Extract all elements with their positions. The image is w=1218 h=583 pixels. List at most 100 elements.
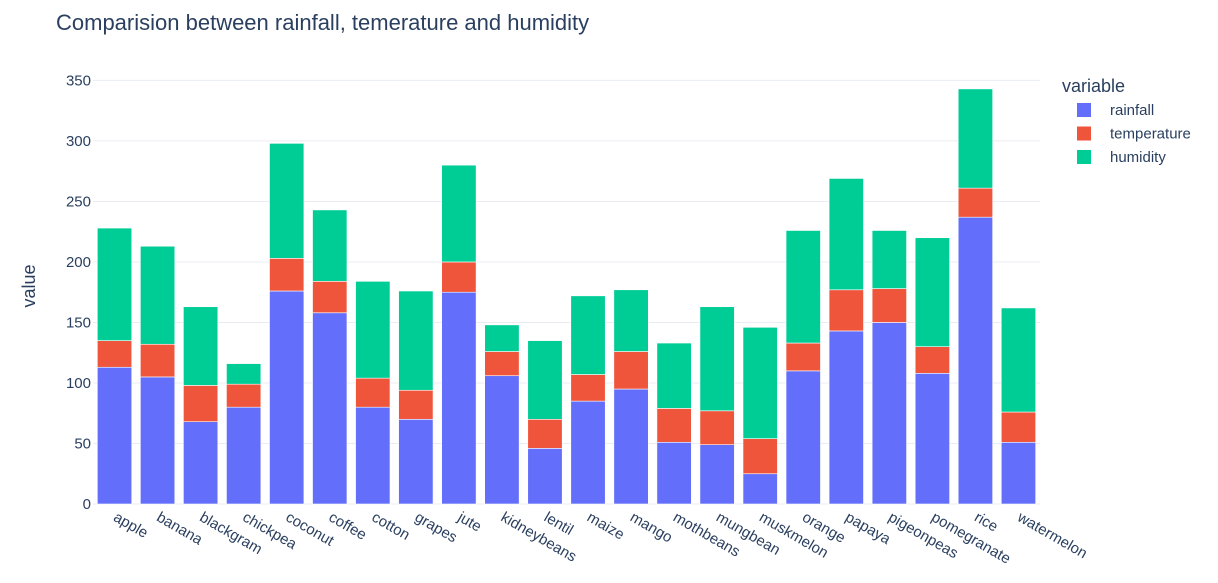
legend-swatch bbox=[1077, 126, 1091, 141]
legend-swatch bbox=[1077, 103, 1091, 117]
bar-rainfall-rice[interactable] bbox=[957, 216, 993, 505]
bar-rainfall-mothbeans[interactable] bbox=[656, 441, 692, 505]
bar-humidity-kidneybeans[interactable] bbox=[484, 324, 520, 352]
bar-humidity-banana[interactable] bbox=[140, 245, 176, 345]
bar-temperature-pigeonpeas[interactable] bbox=[871, 288, 907, 323]
bar-temperature-orange[interactable] bbox=[785, 342, 821, 372]
bar-humidity-pigeonpeas[interactable] bbox=[871, 230, 907, 289]
bar-temperature-rice[interactable] bbox=[957, 187, 993, 218]
bar-rainfall-lentil[interactable] bbox=[527, 448, 563, 505]
bar-temperature-lentil[interactable] bbox=[527, 418, 563, 449]
bar-temperature-coconut[interactable] bbox=[269, 258, 305, 292]
bar-temperature-kidneybeans[interactable] bbox=[484, 351, 520, 377]
bar-temperature-jute[interactable] bbox=[441, 261, 477, 293]
bar-rainfall-coffee[interactable] bbox=[312, 312, 348, 505]
bar-temperature-banana[interactable] bbox=[140, 343, 176, 378]
bar-temperature-apple[interactable] bbox=[97, 340, 133, 368]
bar-rainfall-cotton[interactable] bbox=[355, 406, 391, 505]
bar-rainfall-blackgram[interactable] bbox=[183, 421, 219, 505]
bar-temperature-mango[interactable] bbox=[613, 351, 649, 390]
bar-humidity-orange[interactable] bbox=[785, 230, 821, 344]
bar-humidity-pomegranate[interactable] bbox=[914, 237, 950, 347]
bars bbox=[97, 88, 1036, 505]
legend-item-rainfall[interactable]: rainfall bbox=[1077, 102, 1154, 119]
bar-temperature-mothbeans[interactable] bbox=[656, 408, 692, 443]
y-tick-label: 0 bbox=[83, 496, 91, 513]
y-axis-ticks: 0 50 100 150 200 250 300 350 bbox=[66, 72, 91, 513]
x-tick-label-apple: apple bbox=[111, 509, 151, 542]
x-tick-label-mango: mango bbox=[627, 509, 675, 547]
bar-humidity-mungbean[interactable] bbox=[699, 306, 735, 412]
legend-label: humidity bbox=[1110, 149, 1166, 166]
bar-temperature-watermelon[interactable] bbox=[1000, 411, 1036, 443]
bar-humidity-coconut[interactable] bbox=[269, 143, 305, 259]
x-tick-label-papaya: papaya bbox=[842, 509, 894, 549]
bar-humidity-mothbeans[interactable] bbox=[656, 342, 692, 409]
bar-rainfall-maize[interactable] bbox=[570, 400, 606, 505]
bar-temperature-mungbean[interactable] bbox=[699, 410, 735, 445]
bar-humidity-coffee[interactable] bbox=[312, 209, 348, 282]
chart-title: Comparision between rainfall, temerature… bbox=[56, 10, 589, 35]
y-axis-title: value bbox=[19, 264, 39, 307]
bar-rainfall-papaya[interactable] bbox=[828, 330, 864, 505]
x-axis-ticks: apple bananablackgramchickpeacoconutcoffe… bbox=[111, 508, 1091, 567]
x-tick-label-watermelon: watermelon bbox=[1014, 508, 1091, 562]
bar-rainfall-pomegranate[interactable] bbox=[914, 372, 950, 505]
legend-title: variable bbox=[1062, 76, 1125, 96]
y-tick-label: 100 bbox=[66, 375, 91, 392]
bar-temperature-papaya[interactable] bbox=[828, 289, 864, 332]
bar-rainfall-pigeonpeas[interactable] bbox=[871, 322, 907, 505]
y-tick-label: 250 bbox=[66, 193, 91, 210]
y-tick-label: 150 bbox=[66, 314, 91, 331]
legend-item-humidity[interactable]: humidity bbox=[1077, 149, 1166, 166]
legend: variable rainfall temperature humidity bbox=[1062, 76, 1191, 166]
bar-humidity-blackgram[interactable] bbox=[183, 306, 219, 386]
bar-humidity-papaya[interactable] bbox=[828, 178, 864, 291]
legend-items: rainfall temperature humidity bbox=[1077, 102, 1191, 166]
bar-temperature-muskmelon[interactable] bbox=[742, 438, 778, 475]
bar-rainfall-kidneybeans[interactable] bbox=[484, 375, 520, 505]
bar-rainfall-mungbean[interactable] bbox=[699, 444, 735, 505]
bar-temperature-cotton[interactable] bbox=[355, 377, 391, 408]
bar-humidity-cotton[interactable] bbox=[355, 281, 391, 379]
y-tick-label: 200 bbox=[66, 254, 91, 271]
bar-temperature-blackgram[interactable] bbox=[183, 385, 219, 423]
bar-temperature-coffee[interactable] bbox=[312, 281, 348, 314]
bar-rainfall-chickpea[interactable] bbox=[226, 406, 262, 505]
bar-temperature-pomegranate[interactable] bbox=[914, 346, 950, 374]
bar-humidity-mango[interactable] bbox=[613, 289, 649, 352]
legend-label: temperature bbox=[1110, 126, 1191, 143]
bar-humidity-apple[interactable] bbox=[97, 227, 133, 341]
legend-item-temperature[interactable]: temperature bbox=[1077, 126, 1191, 143]
bar-rainfall-watermelon[interactable] bbox=[1000, 441, 1036, 505]
legend-label: rainfall bbox=[1110, 102, 1154, 119]
bar-temperature-maize[interactable] bbox=[570, 374, 606, 402]
bar-humidity-grapes[interactable] bbox=[398, 290, 434, 391]
bar-humidity-maize[interactable] bbox=[570, 295, 606, 375]
y-tick-label: 50 bbox=[74, 435, 91, 452]
bar-rainfall-orange[interactable] bbox=[785, 370, 821, 505]
bar-rainfall-grapes[interactable] bbox=[398, 418, 434, 505]
bar-rainfall-coconut[interactable] bbox=[269, 290, 305, 505]
bar-rainfall-apple[interactable] bbox=[97, 366, 133, 505]
bar-humidity-lentil[interactable] bbox=[527, 340, 563, 420]
bar-rainfall-jute[interactable] bbox=[441, 291, 477, 505]
bar-humidity-rice[interactable] bbox=[957, 88, 993, 189]
bar-temperature-chickpea[interactable] bbox=[226, 383, 262, 408]
bar-humidity-chickpea[interactable] bbox=[226, 363, 262, 385]
bar-humidity-jute[interactable] bbox=[441, 164, 477, 263]
x-tick-label-grapes: grapes bbox=[412, 509, 460, 547]
bar-rainfall-banana[interactable] bbox=[140, 376, 176, 505]
bar-rainfall-mango[interactable] bbox=[613, 388, 649, 505]
x-tick-label-cotton: cotton bbox=[369, 509, 413, 544]
bar-humidity-muskmelon[interactable] bbox=[742, 327, 778, 439]
bar-temperature-grapes[interactable] bbox=[398, 389, 434, 420]
bar-rainfall-muskmelon[interactable] bbox=[742, 473, 778, 505]
bar-humidity-watermelon[interactable] bbox=[1000, 307, 1036, 413]
legend-swatch bbox=[1077, 150, 1091, 164]
y-tick-label: 350 bbox=[66, 72, 91, 89]
x-tick-label-maize: maize bbox=[584, 509, 627, 544]
x-tick-label-banana: banana bbox=[154, 509, 206, 549]
